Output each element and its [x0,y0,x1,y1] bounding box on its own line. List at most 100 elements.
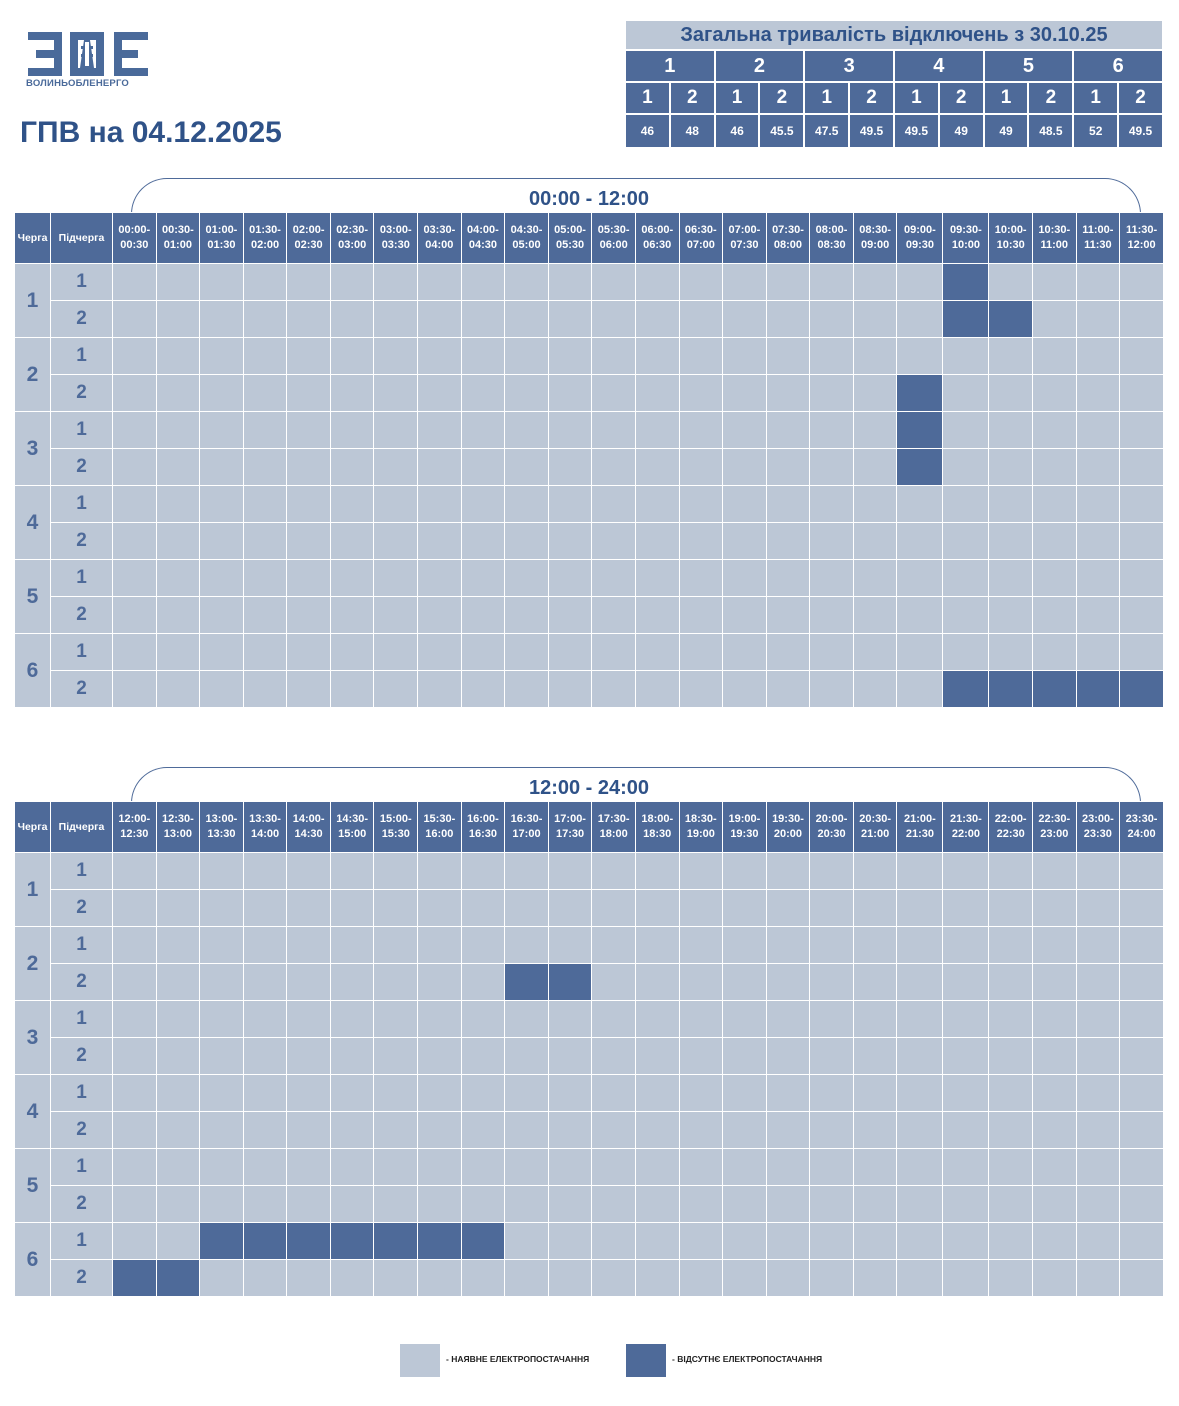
outage-cell [1031,670,1077,708]
power-on-cell [809,1037,854,1075]
power-on-cell [942,411,990,449]
power-on-cell [504,596,549,634]
power-on-cell [988,633,1033,671]
power-on-cell [988,522,1033,560]
power-on-cell [460,963,506,1001]
power-on-cell [373,596,419,634]
power-on-cell [286,1185,331,1223]
power-on-cell [896,1074,944,1112]
subqueue-label: 1 [50,337,113,375]
time-slot-header: 17:30- 18:00 [591,801,636,853]
power-on-cell [329,263,375,301]
power-on-cell [1075,1185,1121,1223]
power-on-cell [678,1259,724,1297]
power-on-cell [678,485,724,523]
power-on-cell [504,1148,549,1186]
power-on-cell [112,448,157,486]
power-on-cell [896,926,944,964]
power-on-cell [634,852,680,890]
power-on-cell [547,1111,593,1149]
power-on-cell [373,522,419,560]
power-on-cell [155,1222,201,1260]
power-on-cell [199,852,244,890]
outage-cell [417,1222,462,1260]
power-on-cell [896,485,944,523]
power-on-cell [547,263,593,301]
summary-subqueue-header: 2 [1027,81,1075,115]
subqueue-label: 2 [50,522,113,560]
time-slot-header: 13:30- 14:00 [242,801,288,853]
power-on-cell [112,926,157,964]
time-slot-header: 19:00- 19:30 [722,801,767,853]
subqueue-label: 1 [50,1148,113,1186]
power-on-cell [765,1074,811,1112]
power-on-cell [1031,852,1077,890]
power-on-cell [286,670,331,708]
subqueue-label: 2 [50,670,113,708]
power-on-cell [896,337,944,375]
schedule-row: 2 [15,1111,1164,1149]
power-on-cell [765,889,811,927]
power-on-cell [896,852,944,890]
power-on-cell [199,1074,244,1112]
time-slot-header: 08:00- 08:30 [809,212,854,264]
power-on-cell [896,963,944,1001]
power-on-cell [1119,926,1164,964]
power-on-cell [155,485,201,523]
power-on-cell [286,596,331,634]
power-on-cell [547,889,593,927]
power-on-cell [988,263,1033,301]
queue-label: 3 [14,1000,51,1075]
summary-title: Загальна тривалість відключень з 30.10.2… [624,19,1164,51]
power-on-cell [942,1259,990,1297]
power-on-cell [1075,1222,1121,1260]
power-on-cell [504,1111,549,1149]
power-on-cell [242,596,288,634]
schedule-row: 2 [15,963,1164,1001]
subqueue-label: 2 [50,963,113,1001]
power-on-cell [1075,852,1121,890]
power-on-cell [942,522,990,560]
power-on-cell [765,300,811,338]
power-on-cell [329,1185,375,1223]
time-slot-header: 02:30- 03:00 [329,212,375,264]
power-on-cell [504,1259,549,1297]
power-on-cell [809,337,854,375]
power-on-cell [504,1222,549,1260]
power-on-cell [852,1259,898,1297]
subqueue-label: 2 [50,889,113,927]
summary-duration-value: 49.5 [1117,113,1164,149]
summary-queue-header: 4 [892,49,985,83]
power-on-cell [112,1185,157,1223]
power-on-cell [199,1185,244,1223]
power-on-cell [765,374,811,412]
summary-subqueue-header: 2 [848,81,895,115]
power-on-cell [1031,1222,1077,1260]
power-on-cell [329,670,375,708]
power-on-cell [112,889,157,927]
power-on-cell [547,559,593,597]
power-on-cell [242,926,288,964]
power-on-cell [988,926,1033,964]
power-on-cell [417,889,462,927]
power-on-cell [155,889,201,927]
power-on-cell [373,1259,419,1297]
power-on-cell [329,963,375,1001]
summary-subqueue-header: 1 [713,81,761,115]
power-on-cell [809,448,854,486]
power-on-cell [329,1074,375,1112]
power-on-cell [460,263,506,301]
power-on-cell [417,1037,462,1075]
power-on-cell [417,337,462,375]
power-on-cell [199,633,244,671]
range-label: 12:00 - 24:00 [522,777,656,799]
power-on-cell [547,485,593,523]
power-on-cell [373,1148,419,1186]
subqueue-label: 2 [50,1185,113,1223]
power-on-cell [722,852,767,890]
time-slot-header: 18:00- 18:30 [634,801,680,853]
power-on-cell [460,300,506,338]
power-on-cell [242,1148,288,1186]
time-slot-header: 15:00- 15:30 [373,801,419,853]
